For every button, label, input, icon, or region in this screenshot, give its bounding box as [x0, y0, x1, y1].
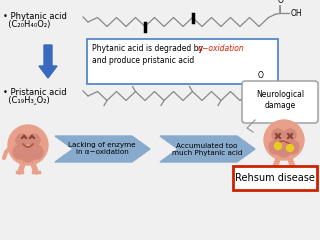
- Text: • Phytanic acid: • Phytanic acid: [3, 12, 67, 21]
- Text: O: O: [277, 0, 283, 5]
- Text: and produce pristanic acid: and produce pristanic acid: [92, 56, 194, 65]
- Circle shape: [286, 144, 293, 151]
- FancyBboxPatch shape: [233, 166, 317, 190]
- Circle shape: [277, 143, 291, 157]
- FancyBboxPatch shape: [242, 81, 318, 123]
- Text: OH: OH: [270, 83, 282, 92]
- Circle shape: [264, 120, 304, 160]
- Text: Accumulated too
much Phytanic acid: Accumulated too much Phytanic acid: [172, 143, 242, 156]
- Text: • Pristanic acid: • Pristanic acid: [3, 88, 67, 97]
- FancyBboxPatch shape: [86, 38, 277, 84]
- Circle shape: [28, 134, 40, 146]
- Circle shape: [29, 145, 43, 159]
- Circle shape: [8, 125, 48, 165]
- Text: O: O: [257, 71, 263, 80]
- Polygon shape: [160, 136, 255, 162]
- Text: Phytanic acid is degraded by: Phytanic acid is degraded by: [92, 44, 205, 53]
- Text: Lacking of enzyme
in α−oxidation: Lacking of enzyme in α−oxidation: [68, 143, 136, 156]
- Polygon shape: [55, 136, 150, 162]
- Circle shape: [275, 143, 282, 150]
- Text: (C₂₀H₄₀O₂): (C₂₀H₄₀O₂): [3, 20, 50, 29]
- Text: OH: OH: [290, 9, 302, 18]
- Text: Neurological
damage: Neurological damage: [256, 90, 304, 110]
- Text: Rehsum disease: Rehsum disease: [235, 173, 315, 183]
- Circle shape: [269, 140, 283, 154]
- Circle shape: [285, 140, 299, 154]
- Circle shape: [21, 148, 35, 162]
- Text: (C₁₉H₃‸O₂): (C₁₉H₃‸O₂): [3, 96, 50, 105]
- Circle shape: [16, 134, 28, 146]
- Text: α−oxidation: α−oxidation: [198, 44, 245, 53]
- Circle shape: [272, 129, 284, 141]
- Circle shape: [284, 129, 296, 141]
- Circle shape: [13, 145, 27, 159]
- FancyArrow shape: [39, 45, 57, 78]
